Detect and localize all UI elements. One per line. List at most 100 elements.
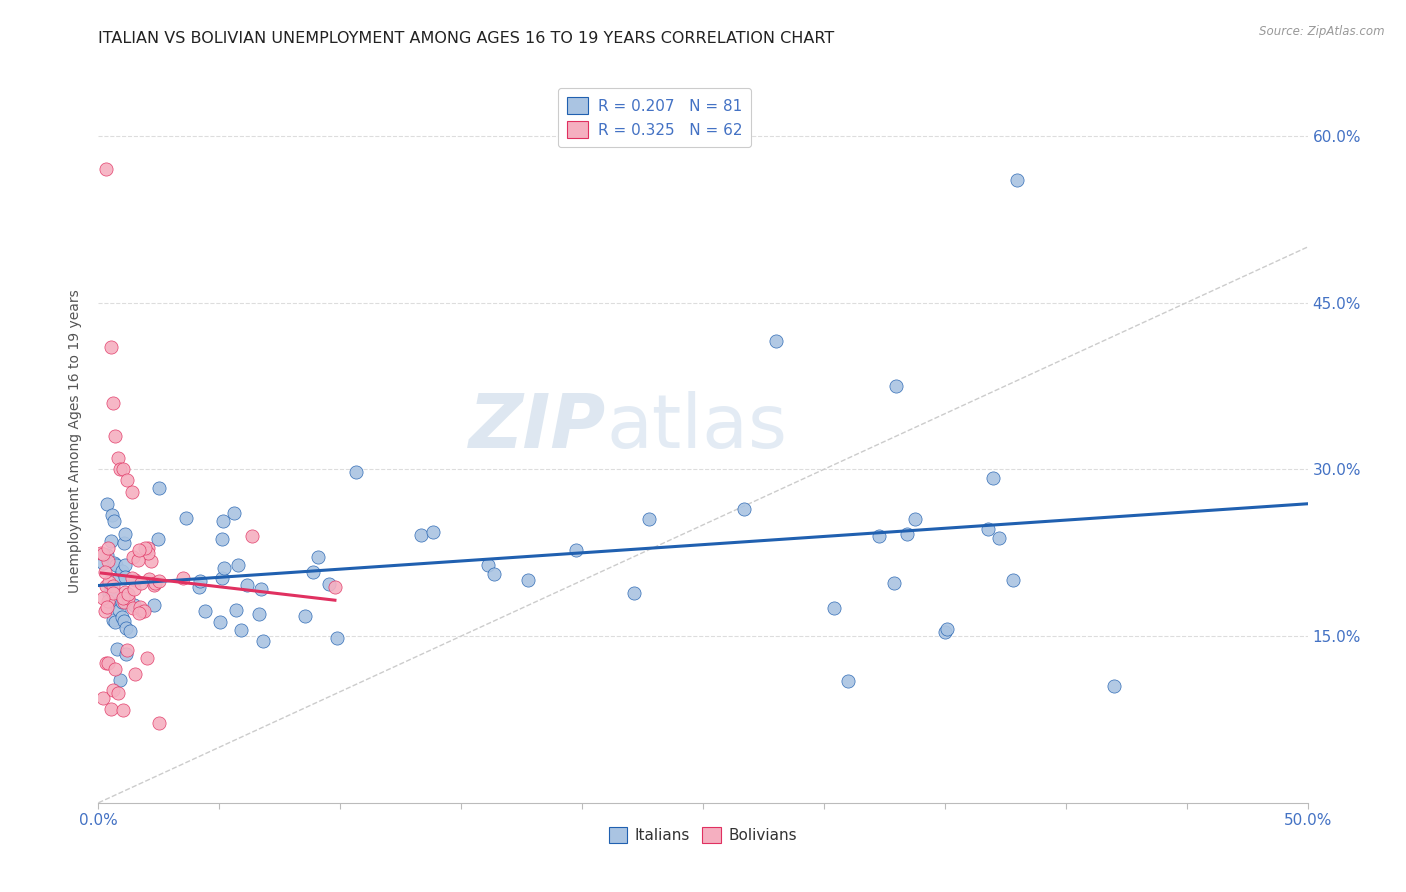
Point: [94, 579, 117, 593]
Point: [886, 379, 908, 393]
Point: [222, 506, 245, 520]
Y-axis label: Unemployment Among Ages 16 to 19 years: Unemployment Among Ages 16 to 19 years: [69, 290, 83, 593]
Point: [482, 566, 505, 581]
Point: [124, 667, 146, 681]
Point: [148, 716, 170, 731]
Point: [114, 621, 136, 635]
Point: [97, 554, 120, 568]
Point: [121, 600, 143, 615]
Point: [226, 558, 249, 572]
Point: [936, 622, 959, 636]
Point: [107, 686, 129, 700]
Point: [117, 591, 139, 605]
Point: [837, 673, 859, 688]
Point: [111, 595, 134, 609]
Point: [1102, 679, 1125, 693]
Point: [108, 570, 131, 584]
Point: [96, 600, 118, 615]
Point: [212, 514, 235, 528]
Point: [100, 340, 122, 354]
Point: [128, 607, 150, 621]
Point: [101, 395, 124, 409]
Point: [97, 574, 120, 589]
Point: [517, 573, 540, 587]
Point: [132, 604, 155, 618]
Point: [94, 656, 117, 670]
Point: [111, 703, 134, 717]
Point: [114, 585, 136, 599]
Point: [100, 533, 122, 548]
Point: [934, 625, 956, 640]
Point: [107, 451, 129, 466]
Point: [422, 525, 444, 540]
Point: [148, 574, 170, 589]
Point: [94, 162, 117, 177]
Text: atlas: atlas: [606, 391, 787, 464]
Point: [194, 604, 217, 618]
Point: [104, 429, 127, 443]
Point: [105, 641, 128, 656]
Point: [111, 462, 134, 476]
Point: [247, 607, 270, 621]
Point: [294, 609, 316, 624]
Point: [101, 586, 124, 600]
Point: [104, 558, 127, 572]
Point: [114, 647, 136, 661]
Point: [323, 580, 346, 594]
Point: [143, 575, 166, 590]
Point: [868, 529, 890, 543]
Point: [90, 545, 112, 559]
Point: [122, 598, 145, 612]
Point: [318, 577, 340, 591]
Point: [211, 532, 233, 546]
Point: [91, 547, 114, 561]
Point: [111, 564, 134, 578]
Point: [242, 529, 264, 543]
Point: [114, 570, 136, 584]
Point: [108, 673, 131, 688]
Point: [823, 600, 845, 615]
Point: [117, 642, 139, 657]
Point: [231, 623, 253, 637]
Point: [326, 631, 349, 645]
Point: [96, 548, 118, 562]
Point: [883, 576, 905, 591]
Point: [988, 531, 1011, 545]
Point: [111, 591, 134, 605]
Point: [96, 497, 118, 511]
Point: [142, 578, 165, 592]
Point: [94, 603, 117, 617]
Point: [131, 576, 153, 591]
Point: [118, 624, 141, 639]
Legend: Italians, Bolivians: Italians, Bolivians: [603, 822, 803, 849]
Point: [208, 615, 231, 630]
Point: [249, 582, 271, 596]
Point: [136, 546, 159, 560]
Point: [134, 541, 156, 555]
Text: ZIP: ZIP: [470, 391, 606, 464]
Point: [108, 603, 131, 617]
Point: [103, 514, 125, 528]
Point: [97, 541, 120, 556]
Point: [135, 650, 157, 665]
Point: [104, 615, 127, 630]
Point: [136, 541, 159, 555]
Point: [976, 522, 998, 536]
Point: [981, 471, 1004, 485]
Text: Source: ZipAtlas.com: Source: ZipAtlas.com: [1260, 25, 1385, 38]
Point: [117, 587, 139, 601]
Point: [765, 334, 787, 349]
Point: [112, 595, 135, 609]
Point: [100, 585, 122, 599]
Point: [187, 580, 209, 594]
Point: [148, 481, 170, 495]
Point: [97, 594, 120, 608]
Point: [101, 683, 124, 698]
Point: [1002, 573, 1025, 587]
Point: [1007, 173, 1029, 187]
Point: [565, 543, 588, 558]
Point: [101, 613, 124, 627]
Point: [896, 526, 918, 541]
Point: [100, 702, 122, 716]
Point: [252, 634, 274, 648]
